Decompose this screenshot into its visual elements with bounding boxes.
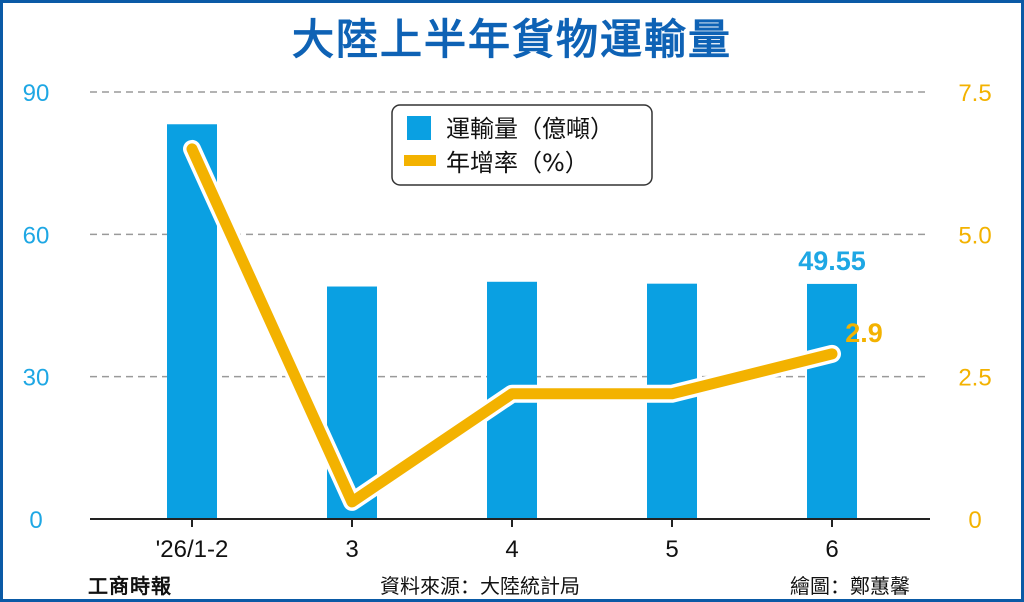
data-label: 49.55 xyxy=(798,246,866,276)
data-source: 資料來源：大陸統計局 xyxy=(380,574,580,598)
x-tick-label: 5 xyxy=(665,536,678,563)
legend-box xyxy=(391,104,653,186)
chart-title: 大陸上半年貨物運輸量 xyxy=(291,15,732,64)
legend-label-bar: 運輸量（億噸） xyxy=(446,115,614,143)
x-tick-label: 3 xyxy=(345,536,358,563)
x-tick-label: 4 xyxy=(505,536,518,563)
left-tick-label: 90 xyxy=(23,80,50,107)
right-tick-label: 0 xyxy=(968,507,981,534)
bar xyxy=(807,283,857,519)
data-label: 2.9 xyxy=(845,318,883,348)
x-tick-label: 6 xyxy=(825,536,838,563)
right-tick-label: 2.5 xyxy=(958,365,991,392)
line-series xyxy=(186,143,838,508)
left-tick-label: 30 xyxy=(23,365,50,392)
right-tick-label: 5.0 xyxy=(958,222,991,249)
legend-swatch-line xyxy=(404,155,436,166)
graphic-credit: 繪圖：鄭蕙馨 xyxy=(790,574,910,598)
x-tick-label: '26/1-2 xyxy=(156,536,229,563)
legend-swatch-bar xyxy=(407,116,431,140)
right-tick-label: 7.5 xyxy=(958,80,991,107)
newspaper-logo: 工商時報 xyxy=(88,574,172,598)
left-tick-label: 60 xyxy=(23,222,50,249)
left-tick-label: 0 xyxy=(29,507,42,534)
legend-label-line: 年增率（%） xyxy=(446,149,589,177)
legend: 運輸量（億噸） 年增率（%） xyxy=(391,104,653,186)
